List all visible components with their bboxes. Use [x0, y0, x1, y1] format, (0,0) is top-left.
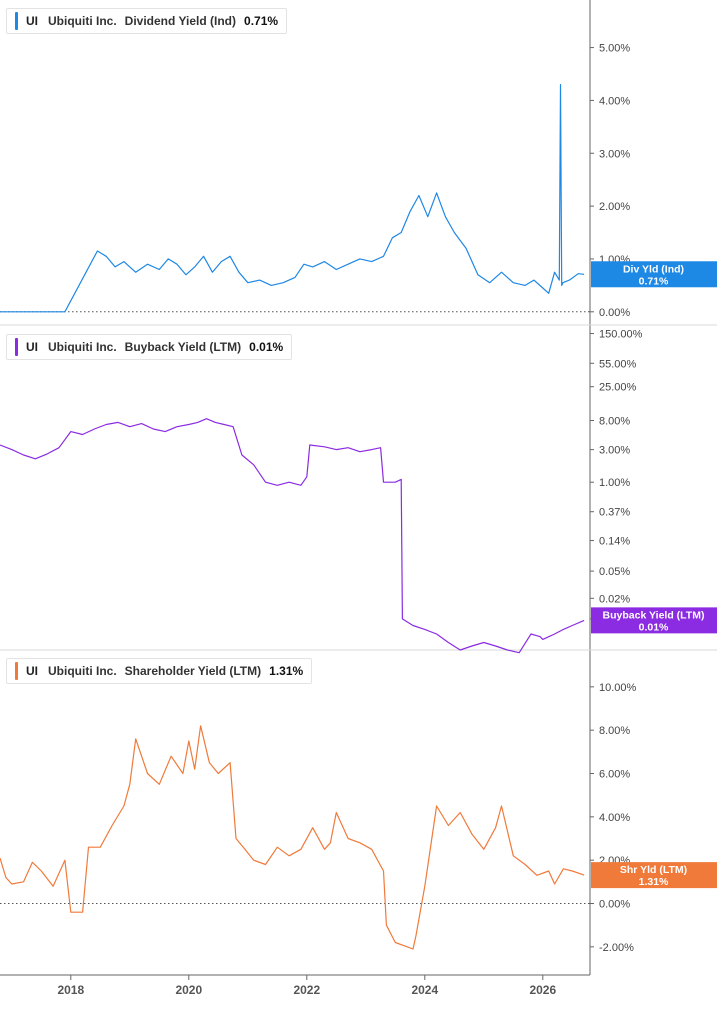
value-badge-value: 0.01% — [639, 621, 669, 633]
legend-company: Ubiquiti Inc. — [48, 14, 117, 28]
legend-company: Ubiquiti Inc. — [48, 340, 117, 354]
y-tick-label: 0.00% — [599, 307, 630, 319]
y-tick-label: 2.00% — [599, 201, 630, 213]
y-tick-label: 4.00% — [599, 812, 630, 824]
y-tick-label: 8.00% — [599, 416, 630, 428]
legend-dividend-yield[interactable]: UI Ubiquiti Inc. Dividend Yield (Ind) 0.… — [6, 8, 288, 34]
x-tick-label: 2020 — [175, 983, 202, 997]
y-tick-label: 8.00% — [599, 725, 630, 737]
legend-metric: Dividend Yield (Ind) — [124, 14, 237, 28]
value-badge-label: Shr Yld (LTM) — [620, 864, 687, 876]
y-tick-label: 0.05% — [599, 566, 630, 578]
y-tick-label: 4.00% — [599, 95, 630, 107]
legend-ticker: UI — [26, 340, 38, 354]
legend-ticker: UI — [26, 664, 38, 678]
x-tick-label: 2018 — [57, 983, 84, 997]
y-tick-label: 10.00% — [599, 682, 637, 694]
x-tick-label: 2026 — [529, 983, 556, 997]
series-line — [0, 83, 585, 313]
series-color-swatch — [15, 12, 18, 30]
y-tick-label: 3.00% — [599, 445, 630, 457]
legend-value: 0.01% — [249, 340, 284, 354]
y-tick-label: 0.02% — [599, 593, 630, 605]
value-badge-value: 1.31% — [639, 876, 669, 888]
legend-metric: Buyback Yield (LTM) — [124, 340, 242, 354]
y-tick-label: 1.00% — [599, 477, 630, 489]
y-tick-label: 150.00% — [599, 329, 643, 341]
y-tick-label: 6.00% — [599, 769, 630, 781]
legend-shareholder-yield[interactable]: UI Ubiquiti Inc. Shareholder Yield (LTM)… — [6, 658, 313, 684]
y-tick-label: 0.14% — [599, 536, 630, 548]
value-badge — [591, 261, 717, 288]
legend-value: 1.31% — [269, 664, 304, 678]
value-badge — [591, 607, 717, 634]
value-badge-value: 0.71% — [639, 275, 669, 287]
series-color-swatch — [15, 662, 18, 680]
y-tick-label: 3.00% — [599, 148, 630, 160]
value-badge-label: Buyback Yield (LTM) — [603, 609, 705, 621]
value-badge — [591, 862, 717, 889]
legend-metric: Shareholder Yield (LTM) — [124, 664, 262, 678]
legend-value: 0.71% — [244, 14, 279, 28]
y-tick-label: -2.00% — [599, 942, 634, 954]
series-line — [0, 418, 585, 654]
legend-ticker: UI — [26, 14, 38, 28]
y-tick-label: 25.00% — [599, 382, 637, 394]
x-tick-label: 2024 — [411, 983, 438, 997]
x-tick-label: 2022 — [293, 983, 320, 997]
series-color-swatch — [15, 338, 18, 356]
y-tick-label: 55.00% — [599, 358, 637, 370]
legend-buyback-yield[interactable]: UI Ubiquiti Inc. Buyback Yield (LTM) 0.0… — [6, 334, 293, 360]
y-tick-label: 0.00% — [599, 899, 630, 911]
y-tick-label: 5.00% — [599, 43, 630, 55]
y-tick-label: 0.37% — [599, 507, 630, 519]
series-line — [0, 725, 585, 950]
value-badge-label: Div Yld (Ind) — [623, 263, 684, 275]
legend-company: Ubiquiti Inc. — [48, 664, 117, 678]
